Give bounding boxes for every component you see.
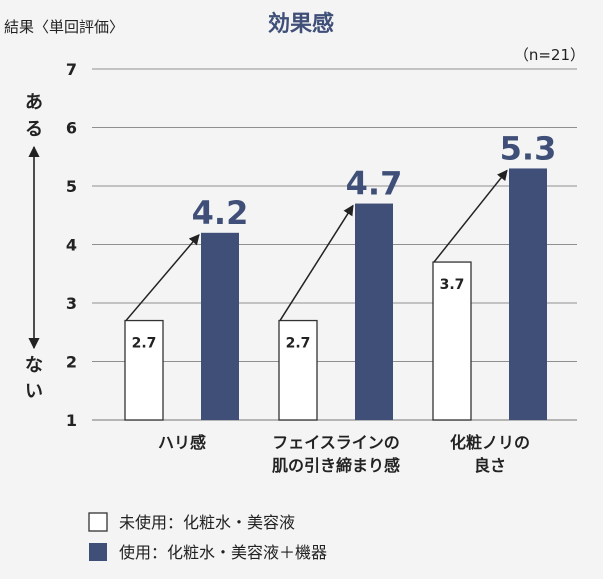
after-value-label-1: 4.2 <box>192 194 249 232</box>
category-label-2-2: 肌の引き締まり感 <box>272 456 400 475</box>
y-tick-label-2: 2 <box>66 353 77 372</box>
category-label-1-1: ハリ感 <box>158 433 206 452</box>
after-bar-2 <box>355 203 393 420</box>
before-value-label-3: 3.7 <box>440 277 465 293</box>
before-value-label-2: 2.7 <box>286 336 311 352</box>
axis-word-low-2: い <box>25 381 43 402</box>
y-tick-label-7: 7 <box>66 60 77 79</box>
unit-label: 結果〈単回評価〉 <box>4 18 124 36</box>
before-bar-2 <box>278 319 318 421</box>
change-arrow-1 <box>125 234 200 322</box>
y-tick-label-1: 1 <box>66 411 77 430</box>
y-tick-label-6: 6 <box>66 119 77 138</box>
legend-swatch-after <box>89 543 107 561</box>
after-value-label-2: 4.7 <box>346 165 403 203</box>
chart-title: 効果感 <box>268 11 334 37</box>
axis-word-high-1: あ <box>25 92 43 113</box>
before-bar-1 <box>124 319 164 421</box>
y-tick-label-4: 4 <box>66 236 77 255</box>
before-value-label-1: 2.7 <box>132 336 157 352</box>
y-tick-label-5: 5 <box>66 177 77 196</box>
y-tick-label-3: 3 <box>66 294 77 313</box>
change-arrow-3 <box>433 169 508 263</box>
legend-label-after: 使用：化粧水・美容液＋機器 <box>119 543 327 562</box>
after-bar-3 <box>509 168 547 420</box>
after-value-label-3: 5.3 <box>500 129 557 167</box>
category-label-2-1: フェイスラインの <box>272 433 400 452</box>
category-label-3-1: 化粧ノリの <box>450 433 530 452</box>
legend-swatch-before <box>88 512 108 532</box>
change-arrow-2 <box>279 204 354 321</box>
axis-word-high-2: る <box>25 119 43 140</box>
sample-size-label: （n=21） <box>514 46 585 64</box>
after-bar-1 <box>201 232 239 420</box>
category-label-3-2: 良さ <box>474 456 506 475</box>
legend-label-before: 未使用：化粧水・美容液 <box>119 513 295 532</box>
axis-word-low-1: な <box>25 355 43 376</box>
before-bar-3 <box>432 261 472 421</box>
